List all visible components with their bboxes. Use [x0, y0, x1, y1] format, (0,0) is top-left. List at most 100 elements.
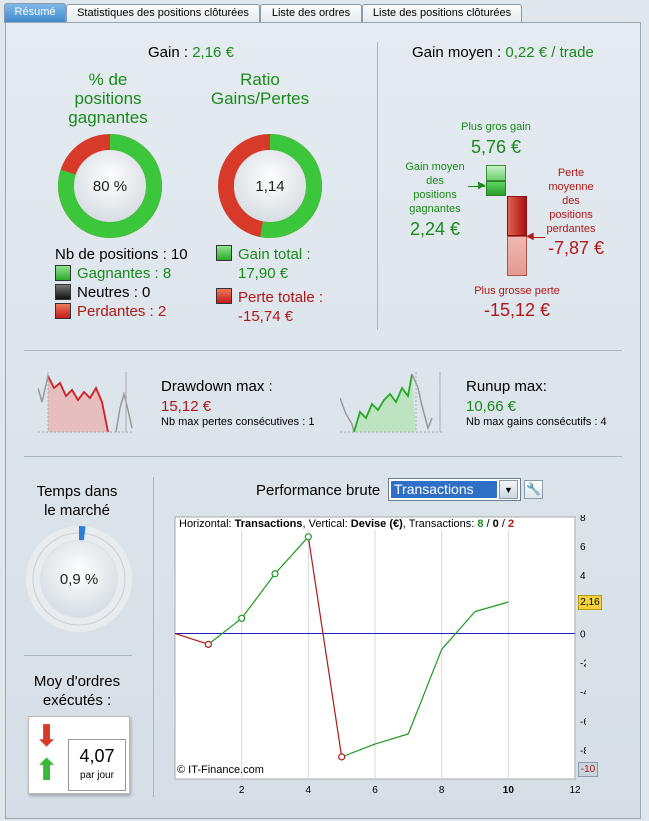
series-line	[407, 649, 443, 735]
divider-vertical-1	[377, 42, 378, 330]
chart-copyright: © IT-Finance.com	[177, 764, 264, 776]
moy-ordres-value: 4,07	[79, 746, 115, 766]
plus-gros-gain-label: Plus gros gain	[461, 121, 531, 133]
y-tick-label: -4	[580, 688, 586, 699]
series-line	[207, 617, 243, 645]
perdantes-swatch	[55, 303, 71, 319]
pct-win-donut	[58, 134, 162, 238]
y-tick-label: 8	[580, 515, 586, 524]
x-tick-label: 2	[239, 785, 245, 796]
perte-totale-swatch	[216, 288, 232, 304]
y-tick-label: -2	[580, 659, 586, 670]
gain-moyen-pos-value: 2,24 €	[410, 219, 461, 239]
performance-title: Performance brute	[256, 482, 381, 499]
moy-ordres-box	[68, 739, 126, 791]
gain-bar-avg	[486, 181, 506, 196]
x-tick-label: 8	[439, 785, 445, 796]
perte-moyenne-label: Perte moyenne des positions perdantes	[546, 167, 596, 235]
perte-totale-label: Perte totale :	[238, 289, 324, 306]
y-tick-label: 0	[580, 629, 586, 640]
data-point	[304, 533, 312, 541]
y-tick-label: -8	[580, 746, 586, 757]
y-tick-label: 4	[580, 571, 586, 582]
performance-select-value: Transactions	[391, 481, 497, 498]
divider-horizontal-3	[24, 655, 132, 656]
loss-bar-max	[507, 236, 527, 276]
drawdown-sparkline	[38, 372, 134, 433]
data-point	[238, 614, 246, 622]
plus-grosse-perte-value: -15,12 €	[483, 300, 551, 320]
performance-chart: 2468101286420-2-4-6-8	[174, 515, 586, 796]
chevron-down-icon[interactable]: ▼	[499, 480, 518, 499]
last-value-badge: 2,16	[578, 595, 602, 610]
drawdown-value: 15,12 €	[161, 398, 212, 415]
data-point	[271, 570, 279, 578]
gain-moyen-pos-label: Gain moyen des positions gagnantes	[405, 161, 465, 215]
wrench-icon[interactable]: 🔧	[524, 480, 543, 499]
x-tick-label: 4	[306, 785, 312, 796]
pct-win-title: % de positions gagnantes	[68, 70, 148, 127]
ratio-value: 1,14	[255, 178, 285, 195]
series-line	[341, 743, 376, 758]
series-line	[241, 573, 276, 619]
gain-arrow-line	[468, 186, 485, 187]
gain-label: Gain :	[148, 44, 189, 61]
x-tick-label: 10	[503, 785, 515, 796]
series-line	[274, 536, 309, 575]
arrow-up-icon: ⬆	[34, 754, 60, 787]
pct-win-value: 80 %	[92, 178, 128, 195]
y-tick-label: -6	[580, 717, 586, 728]
chart-caption: Horizontal: Transactions, Vertical: Devi…	[177, 518, 517, 530]
series-line	[441, 611, 476, 650]
plus-grosse-perte-label: Plus grosse perte	[474, 285, 560, 297]
gain-moyen-heading: Gain moyen : 0,22 € / trade	[412, 44, 594, 61]
gain-arrow-icon: ▶	[478, 180, 486, 191]
gain-total-label: Gain total :	[238, 246, 311, 263]
data-point	[204, 640, 212, 648]
performance-select[interactable]: Transactions ▼	[388, 478, 521, 501]
loss-bar-avg	[507, 196, 527, 236]
series-line	[174, 632, 209, 645]
gagnantes-swatch	[55, 265, 71, 281]
runup-sparkline	[340, 372, 444, 433]
nb-positions: Nb de positions : 10	[55, 246, 188, 263]
perdantes-label: Perdantes : 2	[77, 303, 167, 320]
tab-liste-ordres[interactable]: Liste des ordres	[260, 4, 362, 23]
x-tick-label: 12	[569, 785, 581, 796]
gain-heading: Gain : 2,16 €	[148, 44, 234, 61]
x-tick-label: 6	[372, 785, 378, 796]
neutres-label: Neutres : 0	[77, 284, 151, 301]
min-value-badge: -10	[578, 762, 598, 777]
moy-ordres-unit: par jour	[80, 770, 114, 781]
y-tick-label: 6	[580, 542, 586, 553]
series-line	[474, 601, 509, 613]
series-line	[307, 536, 343, 757]
temps-gauge	[26, 526, 132, 632]
divider-horizontal-1	[24, 350, 622, 351]
gain-moyen-value: 0,22 € / trade	[505, 44, 594, 61]
drawdown-sub: Nb max pertes consécutives : 1	[161, 416, 315, 428]
tab-statistiques[interactable]: Statistiques des positions clôturées	[66, 4, 260, 23]
drawdown-label: Drawdown max :	[161, 378, 273, 395]
runup-value: 10,66 €	[466, 398, 517, 415]
perte-totale-value: -15,74 €	[238, 308, 294, 325]
tab-resume[interactable]: Résumé	[4, 3, 66, 23]
gain-total-value: 17,90 €	[238, 265, 289, 282]
plus-gros-gain-value: 5,76 €	[470, 137, 522, 157]
divider-vertical-2	[153, 477, 154, 797]
ratio-donut	[218, 134, 322, 238]
arrow-down-icon: ⬇	[34, 720, 60, 753]
gagnantes-label: Gagnantes : 8	[77, 265, 172, 282]
temps-value: 0,9 %	[59, 571, 99, 588]
neutres-swatch	[55, 284, 71, 300]
gain-bar-max	[486, 165, 506, 181]
gain-total-swatch	[216, 245, 232, 261]
perte-moyenne-value: -7,87 €	[548, 238, 605, 258]
moy-ordres-title: Moy d'ordres exécutés :	[33, 673, 121, 709]
gain-moyen-label: Gain moyen :	[412, 44, 502, 61]
series-line	[374, 733, 409, 745]
tab-liste-positions[interactable]: Liste des positions clôturées	[362, 4, 522, 23]
loss-arrow-line	[529, 237, 545, 238]
ratio-title: Ratio Gains/Pertes	[210, 70, 310, 108]
data-point	[338, 753, 346, 761]
